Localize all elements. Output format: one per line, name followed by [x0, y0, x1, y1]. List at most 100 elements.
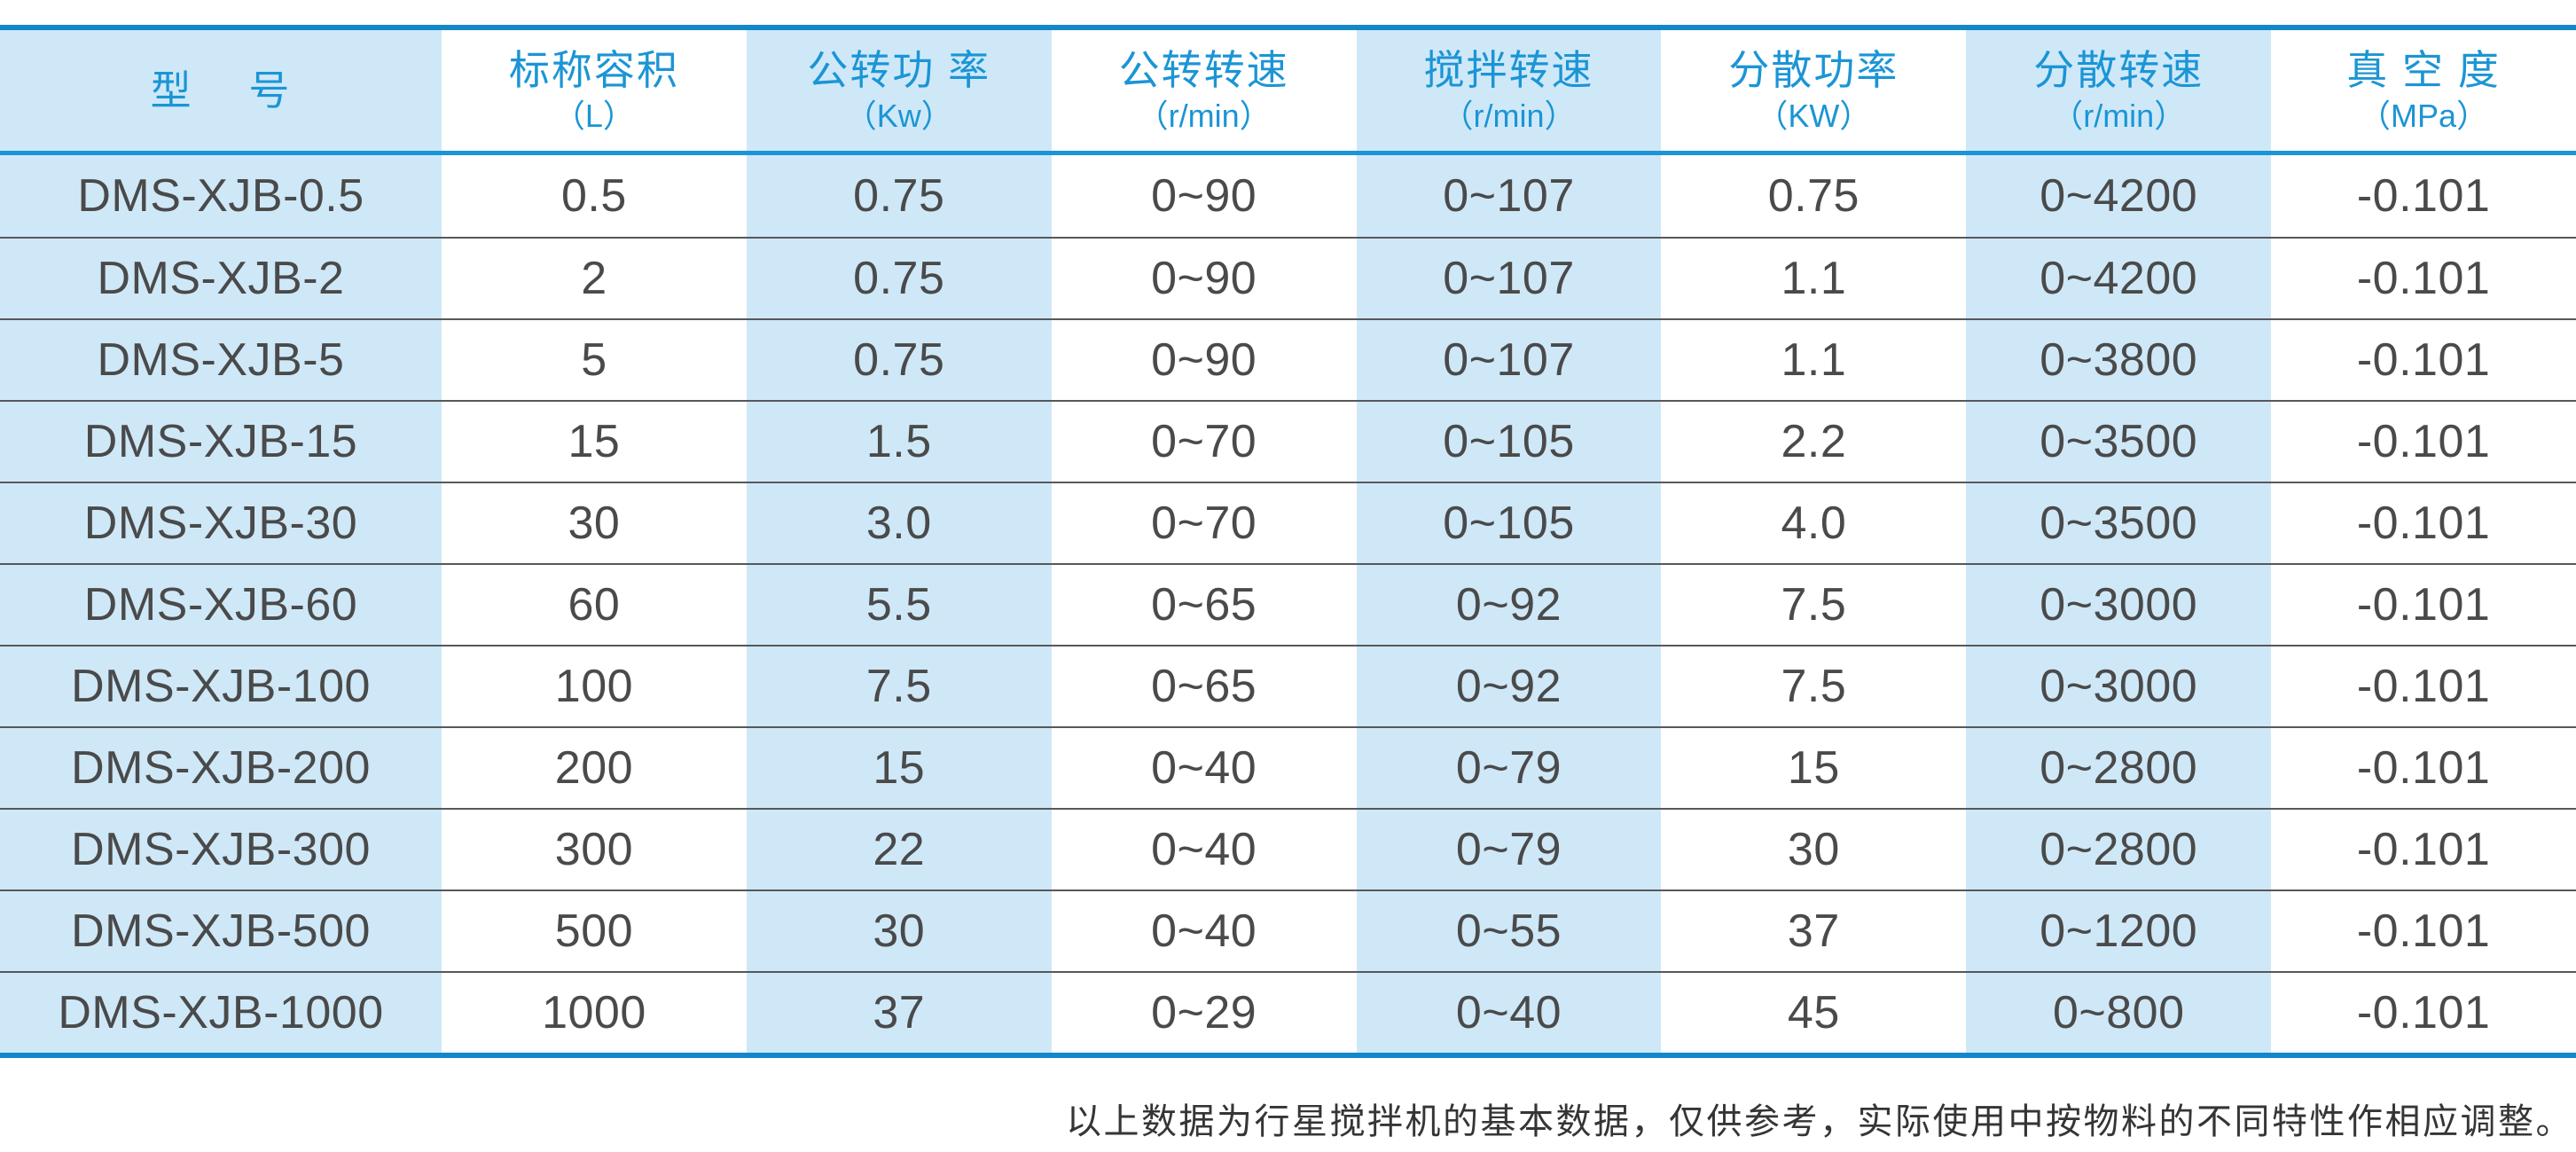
header-cell-stirring-speed: 搅拌转速 （r/min） [1356, 30, 1662, 151]
value-cell-dispersion-speed: 0~3500 [1966, 483, 2272, 563]
value-cell-stirring-speed: 0~92 [1356, 647, 1662, 726]
value-cell-dispersion-power: 1.1 [1661, 320, 1967, 400]
model-cell: DMS-XJB-1000 [0, 973, 442, 1053]
value-cell-dispersion-speed: 0~3000 [1966, 647, 2272, 726]
value-cell-revolution-power: 30 [746, 891, 1052, 971]
value-cell-revolution-speed: 0~40 [1051, 891, 1357, 971]
value-cell-dispersion-power: 37 [1661, 891, 1967, 971]
value-cell-revolution-speed: 0~70 [1051, 483, 1357, 563]
footnote-text: 以上数据为行星搅拌机的基本数据，仅供参考，实际使用中按物料的不同特性作相应调整。 [1066, 1101, 2573, 1141]
model-cell: DMS-XJB-500 [0, 891, 442, 971]
value-cell-stirring-speed: 0~105 [1356, 402, 1662, 482]
value-cell-revolution-speed: 0~90 [1051, 155, 1357, 237]
value-cell-revolution-power: 37 [746, 973, 1052, 1053]
value-cell-revolution-power: 7.5 [746, 647, 1052, 726]
header-title: 标称容积 [508, 46, 679, 93]
value-cell-dispersion-speed: 0~4200 [1966, 155, 2272, 237]
header-cell-dispersion-speed: 分散转速 （r/min） [1966, 30, 2272, 151]
value-cell-dispersion-speed: 0~4200 [1966, 239, 2272, 318]
value-cell-capacity: 15 [442, 402, 747, 482]
value-cell-vacuum: -0.101 [2271, 239, 2576, 318]
value-cell-dispersion-speed: 0~1200 [1966, 891, 2272, 971]
value-cell-capacity: 0.5 [442, 155, 747, 237]
value-cell-revolution-power: 0.75 [746, 155, 1052, 237]
table-header: 型 号 标称容积 （L） 公转功 率 （Kw） 公转转速 （r/min） 搅拌转速 （r/min… [0, 30, 2576, 155]
value-cell-dispersion-speed: 0~2800 [1966, 810, 2272, 889]
value-cell-stirring-speed: 0~105 [1356, 483, 1662, 563]
header-title: 真 空 度 [2346, 46, 2501, 93]
table-row: DMS-XJB-200 200 15 0~40 0~79 15 0~2800 -0.101 [0, 726, 2576, 808]
value-cell-revolution-power: 0.75 [746, 239, 1052, 318]
table-row: DMS-XJB-5 5 0.75 0~90 0~107 1.1 0~3800 -0.101 [0, 318, 2576, 400]
value-cell-revolution-speed: 0~29 [1051, 973, 1357, 1053]
value-cell-vacuum: -0.101 [2271, 483, 2576, 563]
value-cell-revolution-speed: 0~90 [1051, 320, 1357, 400]
value-cell-revolution-speed: 0~65 [1051, 565, 1357, 645]
value-cell-revolution-speed: 0~70 [1051, 402, 1357, 482]
header-unit: （r/min） [1136, 97, 1272, 134]
model-cell: DMS-XJB-30 [0, 483, 442, 563]
header-title: 分散转速 [2033, 46, 2204, 93]
value-cell-dispersion-power: 45 [1661, 973, 1967, 1053]
value-cell-dispersion-power: 1.1 [1661, 239, 1967, 318]
value-cell-stirring-speed: 0~79 [1356, 728, 1662, 808]
table-row: DMS-XJB-100 100 7.5 0~65 0~92 7.5 0~3000 -0.101 [0, 645, 2576, 726]
value-cell-dispersion-power: 4.0 [1661, 483, 1967, 563]
header-cell-capacity: 标称容积 （L） [442, 30, 747, 151]
header-cell-model: 型 号 [0, 30, 442, 151]
value-cell-capacity: 30 [442, 483, 747, 563]
value-cell-dispersion-power: 7.5 [1661, 565, 1967, 645]
value-cell-dispersion-speed: 0~3500 [1966, 402, 2272, 482]
model-cell: DMS-XJB-0.5 [0, 155, 442, 237]
table-row: DMS-XJB-300 300 22 0~40 0~79 30 0~2800 -0.101 [0, 808, 2576, 889]
value-cell-dispersion-power: 15 [1661, 728, 1967, 808]
header-title: 型 号 [150, 67, 292, 114]
value-cell-capacity: 5 [442, 320, 747, 400]
value-cell-dispersion-power: 30 [1661, 810, 1967, 889]
header-cell-revolution-speed: 公转转速 （r/min） [1051, 30, 1357, 151]
value-cell-vacuum: -0.101 [2271, 728, 2576, 808]
value-cell-revolution-speed: 0~40 [1051, 728, 1357, 808]
model-cell: DMS-XJB-2 [0, 239, 442, 318]
model-cell: DMS-XJB-200 [0, 728, 442, 808]
value-cell-revolution-speed: 0~40 [1051, 810, 1357, 889]
value-cell-vacuum: -0.101 [2271, 810, 2576, 889]
model-cell: DMS-XJB-5 [0, 320, 442, 400]
value-cell-revolution-power: 15 [746, 728, 1052, 808]
value-cell-revolution-power: 0.75 [746, 320, 1052, 400]
value-cell-capacity: 60 [442, 565, 747, 645]
value-cell-vacuum: -0.101 [2271, 891, 2576, 971]
header-title: 搅拌转速 [1423, 46, 1594, 93]
header-title: 分散功率 [1728, 46, 1899, 93]
value-cell-revolution-power: 1.5 [746, 402, 1052, 482]
value-cell-dispersion-power: 0.75 [1661, 155, 1967, 237]
value-cell-stirring-speed: 0~79 [1356, 810, 1662, 889]
table-row: DMS-XJB-500 500 30 0~40 0~55 37 0~1200 -0.101 [0, 889, 2576, 971]
header-cell-vacuum: 真 空 度 （MPa） [2271, 30, 2576, 151]
value-cell-dispersion-power: 2.2 [1661, 402, 1967, 482]
table-row: DMS-XJB-60 60 5.5 0~65 0~92 7.5 0~3000 -0.101 [0, 563, 2576, 645]
value-cell-revolution-speed: 0~65 [1051, 647, 1357, 726]
header-unit: （Kw） [844, 97, 953, 134]
header-title: 公转转速 [1118, 46, 1289, 93]
value-cell-vacuum: -0.101 [2271, 565, 2576, 645]
value-cell-stirring-speed: 0~107 [1356, 155, 1662, 237]
header-unit: （KW） [1756, 97, 1872, 134]
value-cell-capacity: 200 [442, 728, 747, 808]
value-cell-capacity: 1000 [442, 973, 747, 1053]
value-cell-revolution-power: 3.0 [746, 483, 1052, 563]
value-cell-vacuum: -0.101 [2271, 973, 2576, 1053]
table-row: DMS-XJB-30 30 3.0 0~70 0~105 4.0 0~3500 -0.101 [0, 482, 2576, 563]
spec-table: 型 号 标称容积 （L） 公转功 率 （Kw） 公转转速 （r/min） 搅拌转速 （r/min… [0, 25, 2576, 1058]
header-unit: （MPa） [2359, 97, 2489, 134]
value-cell-vacuum: -0.101 [2271, 155, 2576, 237]
value-cell-revolution-power: 22 [746, 810, 1052, 889]
value-cell-dispersion-speed: 0~3800 [1966, 320, 2272, 400]
header-unit: （L） [552, 97, 635, 134]
header-title: 公转功 率 [807, 46, 991, 93]
header-unit: （r/min） [1441, 97, 1577, 134]
value-cell-capacity: 500 [442, 891, 747, 971]
value-cell-capacity: 2 [442, 239, 747, 318]
value-cell-dispersion-speed: 0~800 [1966, 973, 2272, 1053]
